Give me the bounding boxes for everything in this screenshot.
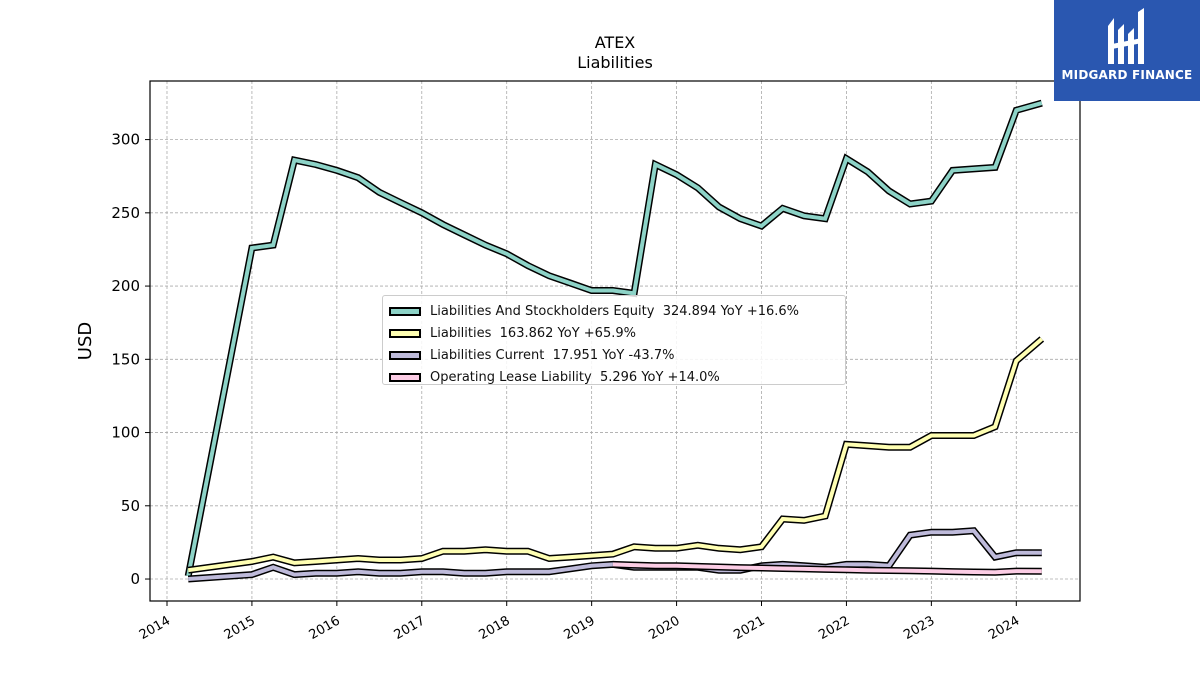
series-line [187, 336, 1045, 574]
series-stroke [612, 562, 1042, 575]
x-tick-label: 2018 [477, 613, 513, 643]
chart-subtitle: Liabilities [577, 53, 653, 72]
x-tick-label: 2022 [816, 613, 852, 643]
legend-swatch [389, 306, 421, 316]
x-tick-label: 2016 [307, 613, 343, 643]
legend-item: Liabilities And Stockholders Equity 324.… [389, 300, 845, 322]
series-lines [184, 99, 1045, 583]
x-tick-label: 2024 [986, 613, 1022, 643]
series-line [612, 560, 1042, 576]
series-line [184, 99, 1043, 577]
x-tick-label: 2019 [561, 613, 597, 643]
legend-item: Liabilities Current 17.951 YoY -43.7% [389, 344, 845, 366]
brand-logo: MIDGARD FINANCE [1054, 0, 1200, 101]
y-tick-label: 200 [111, 277, 140, 295]
x-tick-label: 2015 [222, 613, 258, 643]
x-tick-label: 2017 [392, 613, 428, 643]
y-tick-label: 300 [111, 131, 140, 149]
y-axis-label: USD [75, 322, 96, 360]
legend-label: Liabilities Current 17.951 YoY -43.7% [430, 347, 675, 363]
chart-title: ATEX [595, 33, 636, 52]
y-tick-label: 100 [111, 424, 140, 442]
legend-swatch [389, 350, 421, 360]
x-tick-label: 2014 [137, 613, 173, 643]
legend-label: Liabilities 163.862 YoY +65.9% [430, 325, 636, 341]
series-stroke [187, 337, 1044, 573]
legend-item: Liabilities 163.862 YoY +65.9% [389, 322, 845, 344]
plot-area-frame [149, 80, 1081, 602]
x-tick-label: 2021 [731, 613, 767, 643]
legend-swatch [389, 372, 421, 382]
legend-label: Liabilities And Stockholders Equity 324.… [430, 303, 800, 319]
series-stroke [186, 101, 1043, 577]
y-tick-label: 50 [121, 497, 140, 515]
legend-swatch [389, 328, 421, 338]
x-tick-label: 2020 [646, 613, 682, 643]
midgard-logo-icon [1108, 8, 1144, 64]
y-tick-label: 150 [111, 350, 140, 368]
x-tick-label: 2023 [901, 613, 937, 643]
y-tick-label: 0 [130, 570, 140, 588]
chart-legend: Liabilities And Stockholders Equity 324.… [382, 295, 846, 385]
legend-label: Operating Lease Liability 5.296 YoY +14.… [430, 369, 720, 385]
brand-name: MIDGARD FINANCE [1061, 68, 1193, 82]
y-tick-label: 250 [111, 204, 140, 222]
legend-item: Operating Lease Liability 5.296 YoY +14.… [389, 366, 845, 388]
